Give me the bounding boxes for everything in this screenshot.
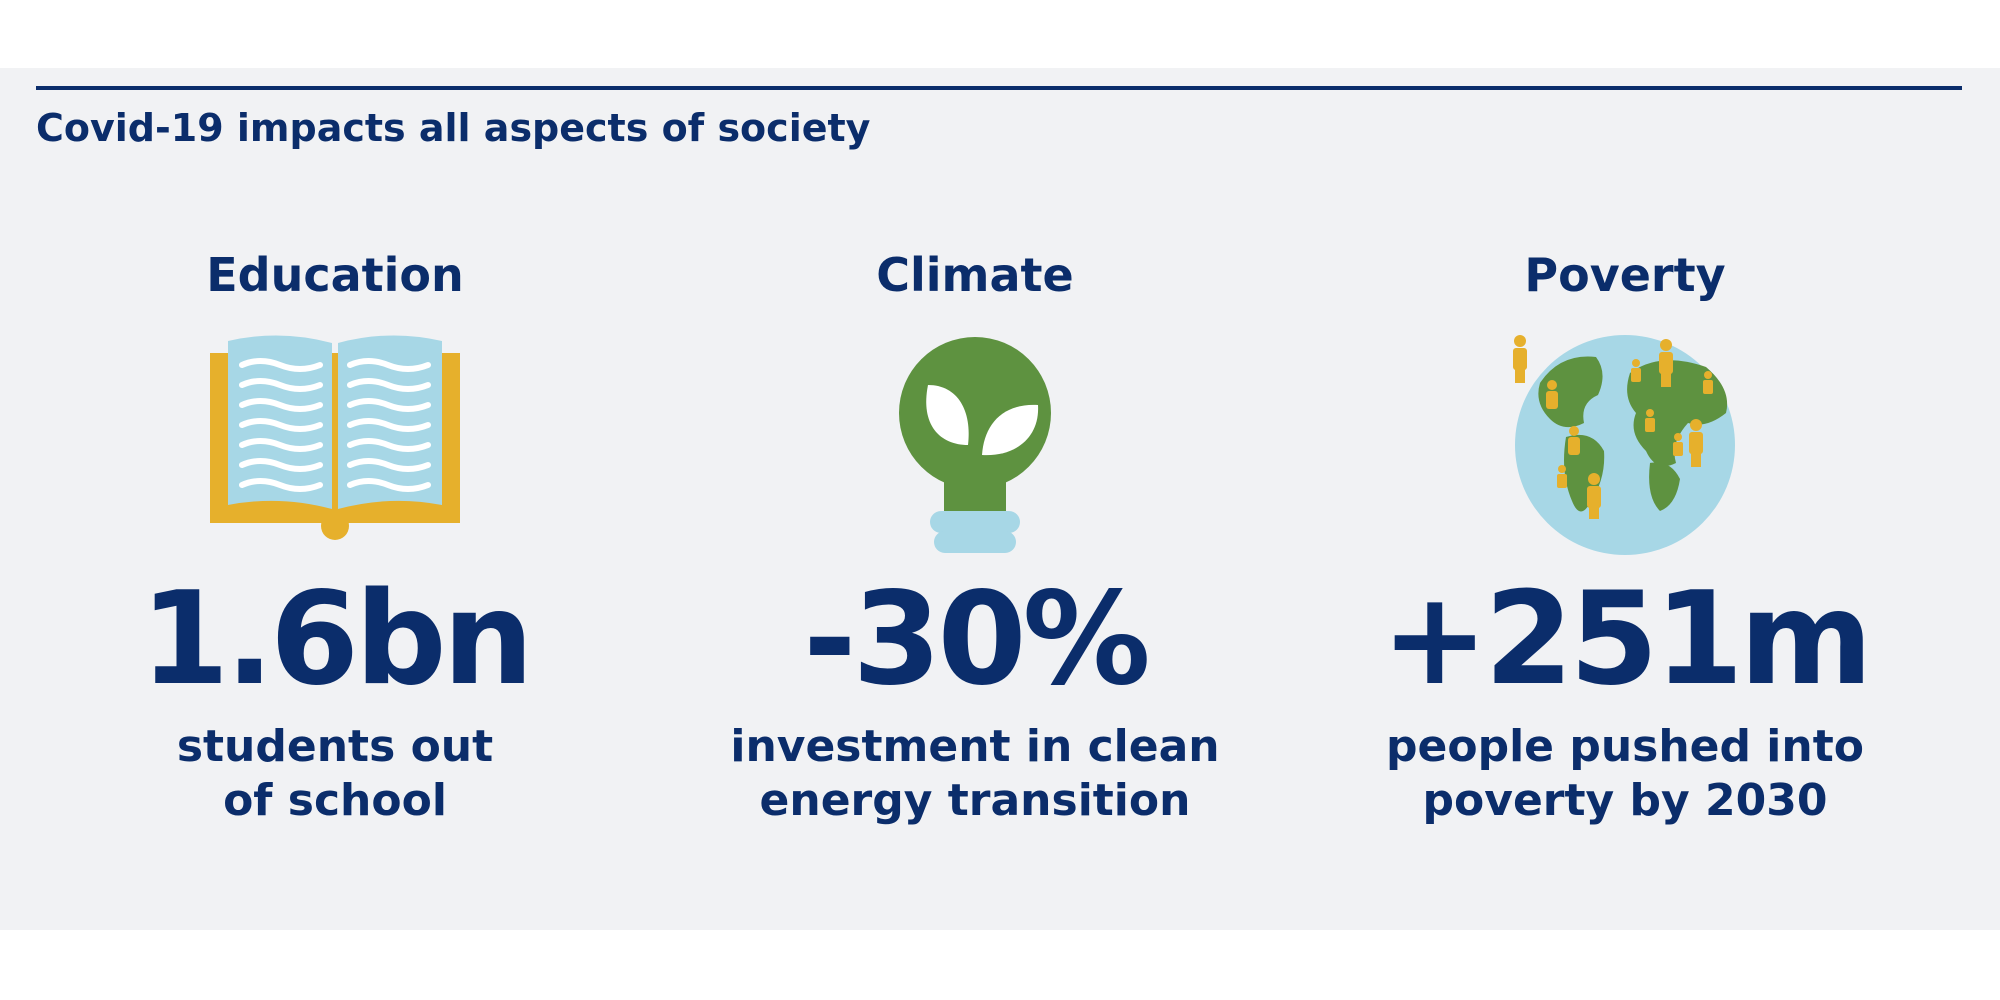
stat-value: -30%: [803, 565, 1151, 714]
desc-line: students out: [176, 721, 494, 772]
column-title: Poverty: [1524, 248, 1726, 302]
headline: Covid-19 impacts all aspects of society: [36, 106, 871, 150]
desc-line: of school: [223, 775, 447, 826]
column-title: Climate: [876, 248, 1074, 302]
desc-line: poverty by 2030: [1422, 775, 1828, 826]
column-climate: Climate -30% investment in clean energy …: [675, 68, 1275, 930]
leaf-lightbulb-icon: [850, 333, 1100, 573]
desc-line: people pushed into: [1386, 721, 1864, 772]
infographic-panel: Covid-19 impacts all aspects of society …: [0, 68, 2000, 930]
stat-description: students out of school: [35, 720, 635, 828]
column-poverty: Poverty: [1325, 68, 1925, 930]
stat-description: investment in clean energy transition: [675, 720, 1275, 828]
stat-value: +251m: [1381, 565, 1873, 714]
stat-value: 1.6bn: [140, 565, 534, 714]
stat-description: people pushed into poverty by 2030: [1325, 720, 1925, 828]
column-title: Education: [206, 248, 464, 302]
top-divider: [36, 86, 1962, 90]
desc-line: energy transition: [759, 775, 1191, 826]
column-education: Education: [35, 68, 635, 930]
globe-people-icon: [1500, 333, 1750, 573]
open-book-icon: [210, 333, 460, 573]
desc-line: investment in clean: [730, 721, 1220, 772]
